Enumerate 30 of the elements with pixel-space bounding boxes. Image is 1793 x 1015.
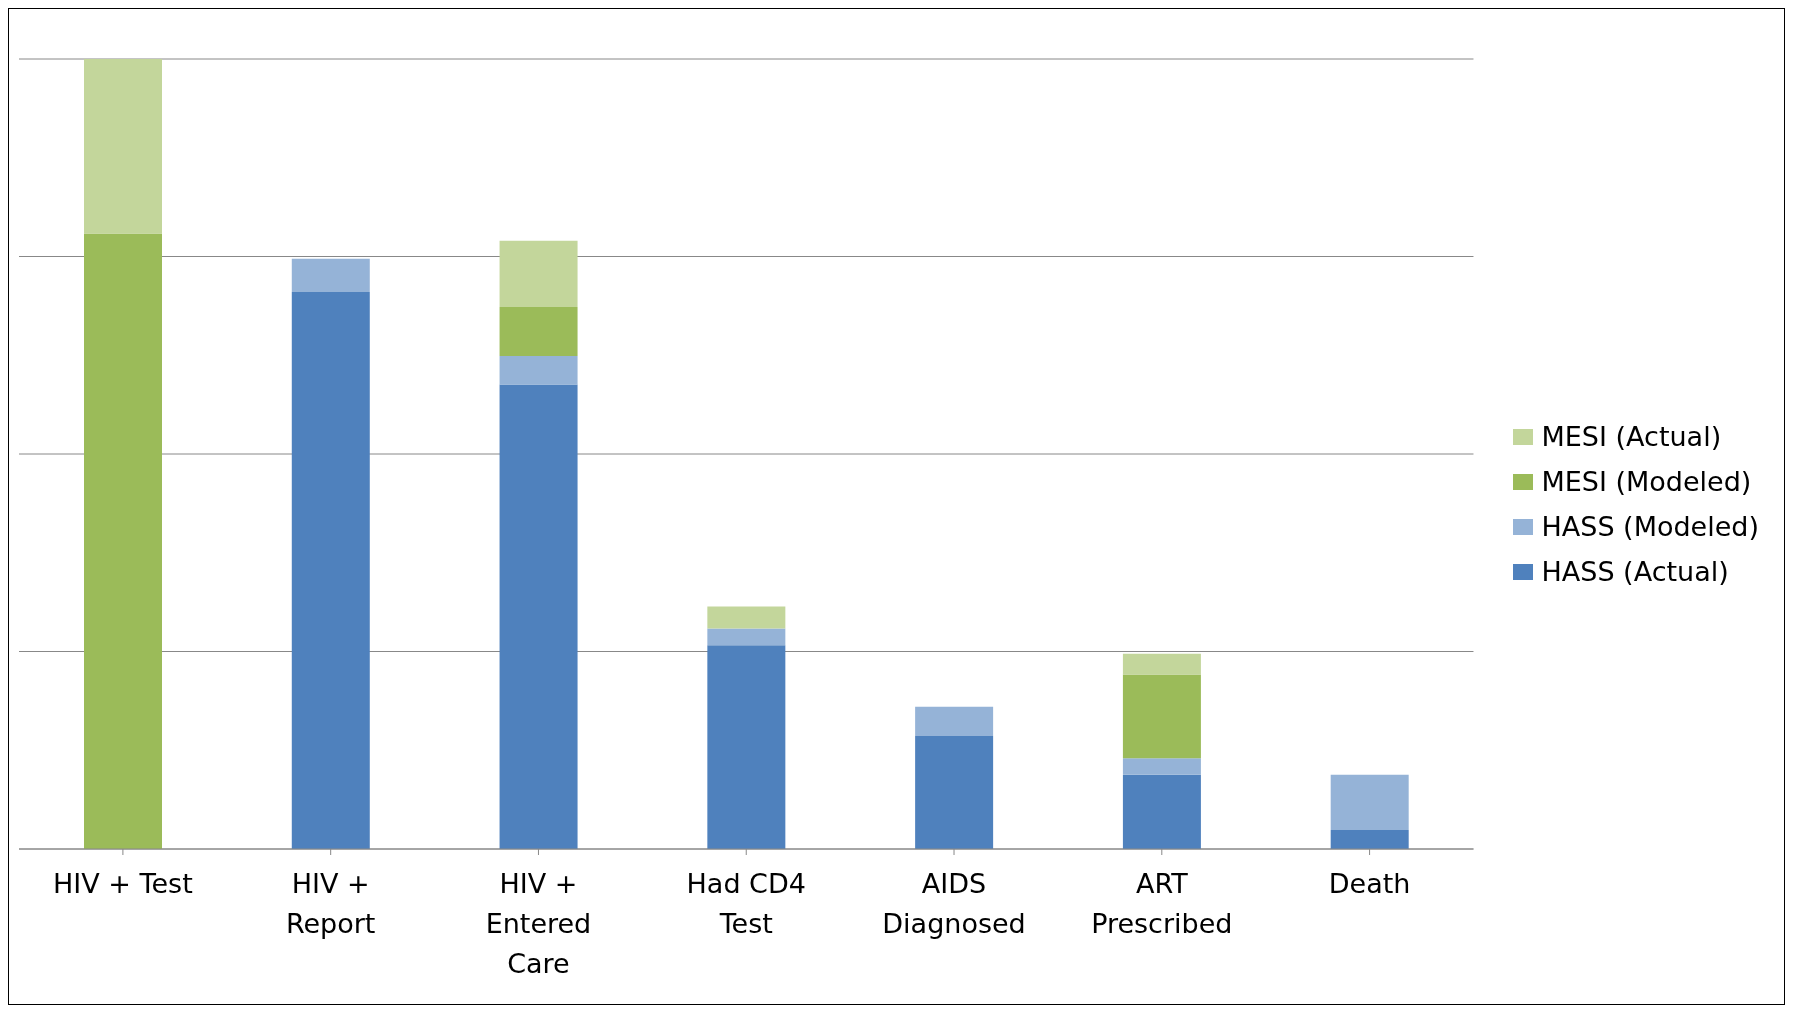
bar — [1122, 774, 1201, 849]
bar — [84, 233, 162, 849]
x-tick-label: AIDS Diagnosed — [882, 868, 1026, 939]
bar — [291, 292, 370, 849]
legend-label: MESI (Modeled) — [1541, 466, 1752, 497]
x-tick-label: HIV + Test — [53, 868, 193, 899]
bar — [1330, 830, 1409, 849]
bar — [707, 645, 786, 849]
x-tick-label: Had CD4 Test — [686, 868, 806, 939]
bar — [1122, 758, 1201, 775]
bar — [1122, 653, 1201, 675]
x-tick-label: ART Prescribed — [1091, 868, 1233, 939]
bar — [915, 736, 994, 849]
legend-label: HASS (Modeled) — [1541, 511, 1759, 542]
bar — [84, 59, 162, 234]
bar — [915, 706, 994, 737]
legend-label: HASS (Actual) — [1541, 556, 1729, 587]
bar — [499, 307, 578, 357]
x-tick-label: Death — [1328, 868, 1411, 899]
x-tick-label: HIV + Entered Care — [485, 868, 592, 979]
bar — [1330, 774, 1409, 831]
bar — [499, 240, 578, 308]
bar — [1122, 674, 1201, 759]
bar — [499, 384, 578, 849]
bar — [707, 606, 786, 629]
x-tick-label: HIV + Report — [285, 868, 376, 939]
bar — [291, 258, 370, 293]
bar — [499, 356, 578, 385]
legend-label: MESI (Actual) — [1541, 421, 1722, 452]
bar — [707, 628, 786, 646]
